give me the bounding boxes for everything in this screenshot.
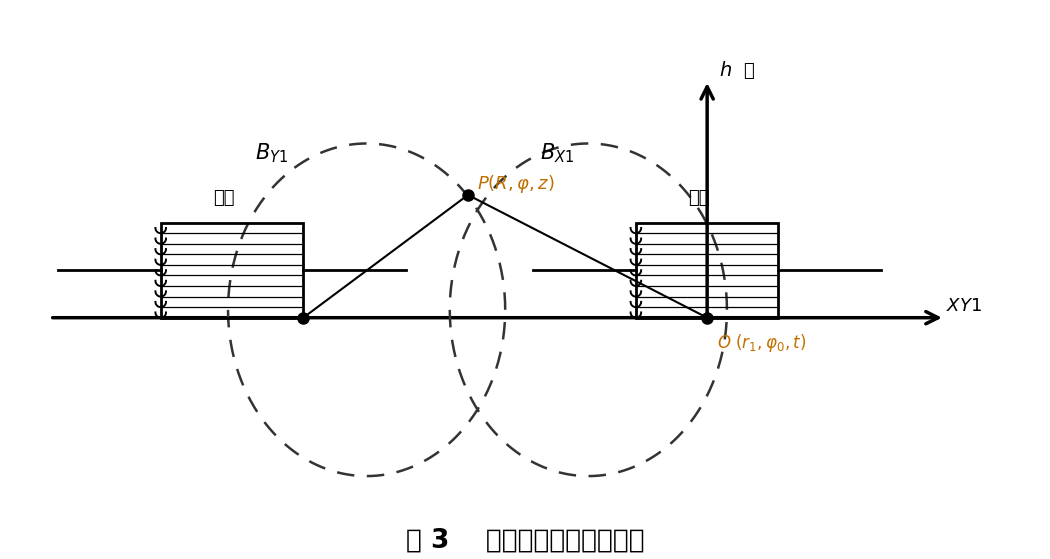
Bar — [161, 222, 303, 318]
Text: 轴: 轴 — [742, 62, 754, 80]
Text: $O\ (r_1,\varphi_0,t)$: $O\ (r_1,\varphi_0,t)$ — [717, 332, 805, 354]
Text: $P(R,\varphi,z)$: $P(R,\varphi,z)$ — [478, 173, 555, 195]
Text: 线圈: 线圈 — [213, 189, 235, 207]
Text: 图 3    通电螺线管位置示意图: 图 3 通电螺线管位置示意图 — [405, 528, 645, 554]
Bar — [636, 222, 778, 318]
Text: $XY1$: $XY1$ — [946, 297, 982, 315]
Text: $h$: $h$ — [719, 61, 732, 80]
Text: $B_{Y1}$: $B_{Y1}$ — [255, 141, 288, 165]
Text: 线圈: 线圈 — [689, 189, 710, 207]
Text: $B_{X1}$: $B_{X1}$ — [540, 141, 573, 165]
